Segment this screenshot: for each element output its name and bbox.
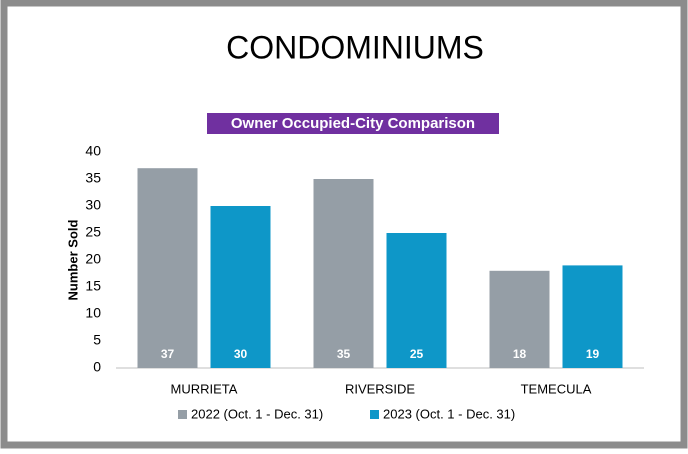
y-tick-label: 40: [85, 143, 101, 159]
chart-title: CONDOMINIUMS: [226, 29, 484, 65]
x-tick-label: TEMECULA: [521, 381, 592, 396]
data-label: 30: [234, 347, 248, 361]
legend-swatch: [370, 410, 379, 419]
data-label: 35: [337, 347, 351, 361]
legend-swatch: [178, 410, 187, 419]
y-tick-label: 20: [85, 251, 101, 267]
subtitle-box: [207, 113, 499, 134]
bar: [313, 179, 374, 368]
data-label: 18: [513, 347, 527, 361]
data-label: 37: [161, 347, 175, 361]
y-tick-label: 25: [85, 224, 101, 240]
bar: [137, 168, 198, 368]
y-tick-label: 5: [93, 332, 101, 348]
bar: [210, 206, 271, 368]
y-tick-label: 35: [85, 170, 101, 186]
y-tick-label: 10: [85, 305, 101, 321]
x-tick-label: RIVERSIDE: [345, 381, 415, 396]
y-axis-label: Number Sold: [65, 219, 80, 300]
y-tick-label: 30: [85, 197, 101, 213]
legend-label: 2022 (Oct. 1 - Dec. 31): [191, 406, 323, 421]
data-label: 25: [410, 347, 424, 361]
y-tick-label: 0: [93, 359, 101, 375]
y-tick-label: 15: [85, 278, 101, 294]
x-tick-label: MURRIETA: [171, 381, 238, 396]
data-label: 19: [586, 347, 600, 361]
legend-label: 2023 (Oct. 1 - Dec. 31): [383, 406, 515, 421]
bar: [562, 265, 623, 368]
bar: [386, 233, 447, 368]
subtitle: Owner Occupied-City Comparison: [231, 115, 475, 132]
bar: [489, 270, 550, 368]
